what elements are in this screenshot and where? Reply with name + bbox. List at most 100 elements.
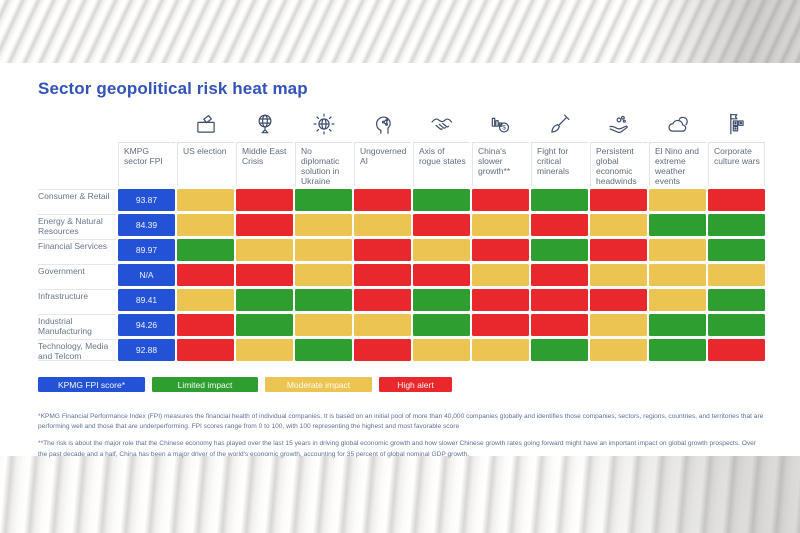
- heatmap-cell: [590, 189, 647, 211]
- heatmap-cell: [354, 239, 411, 261]
- heatmap-cell: [708, 239, 765, 261]
- heatmap-cell: [531, 339, 588, 361]
- row-label: Consumer & Retail: [38, 189, 116, 211]
- column-header: Fight for critical minerals: [531, 142, 588, 186]
- heatmap-cell: [531, 214, 588, 236]
- heatmap-cell: [413, 189, 470, 211]
- footnote: **The risk is about the major role that …: [38, 440, 756, 458]
- risk-heatmap-table: $ KMPG sector FPI US election Middle East C…: [38, 107, 765, 361]
- fpi-score-cell: 89.97: [118, 239, 175, 261]
- content-panel: Sector geopolitical risk heat map $ KMPG …: [0, 63, 800, 458]
- heatmap-cell: [413, 339, 470, 361]
- heatmap-cell: [708, 339, 765, 361]
- column-header: US election: [177, 142, 234, 186]
- heatmap-cell: [354, 214, 411, 236]
- fpi-score-cell: 84.39: [118, 214, 175, 236]
- heatmap-cell: [649, 239, 706, 261]
- heatmap-cell: [413, 214, 470, 236]
- heatmap-cell: [472, 339, 529, 361]
- ballot-box-icon: [177, 107, 234, 139]
- flag-blocks-icon: [708, 107, 765, 139]
- header-spacer: [118, 107, 175, 139]
- heatmap-cell: [236, 239, 293, 261]
- heatmap-cell: [708, 314, 765, 336]
- background-photo-bottom: [0, 456, 800, 533]
- heatmap-cell: [177, 289, 234, 311]
- heatmap-cell: [649, 264, 706, 286]
- legend-item-moderate: Moderate impact: [265, 377, 372, 392]
- heatmap-cell: [236, 214, 293, 236]
- fpi-score-cell: N/A: [118, 264, 175, 286]
- heatmap-cell: [531, 314, 588, 336]
- heatmap-cell: [590, 239, 647, 261]
- ai-head-icon: [354, 107, 411, 139]
- column-header: No diplomatic solution in Ukraine: [295, 142, 352, 186]
- fpi-column-header: KMPG sector FPI: [118, 142, 175, 186]
- heatmap-cell: [354, 264, 411, 286]
- legend-item-fpi: KPMG FPI score*: [38, 377, 145, 392]
- background-photo-top: [0, 0, 800, 63]
- footnotes: *KPMG Financial Performance Index (FPI) …: [38, 412, 765, 460]
- row-label: Infrastructure: [38, 289, 116, 311]
- heatmap-cell: [177, 264, 234, 286]
- heatmap-cell: [590, 264, 647, 286]
- column-header: Middle East Crisis: [236, 142, 293, 186]
- heatmap-cell: [413, 314, 470, 336]
- heatmap-cell: [236, 289, 293, 311]
- column-header: Persistent global economic headwinds: [590, 142, 647, 186]
- heatmap-cell: [295, 214, 352, 236]
- fpi-score-cell: 93.87: [118, 189, 175, 211]
- heatmap-cell: [354, 339, 411, 361]
- legend-item-limited: Limited impact: [152, 377, 258, 392]
- column-header: El Nino and extreme weather events: [649, 142, 706, 186]
- heatmap-cell: [295, 339, 352, 361]
- row-label: Energy & Natural Resources: [38, 214, 116, 236]
- hand-coins-icon: [590, 107, 647, 139]
- column-header: Corporate culture wars: [708, 142, 765, 186]
- heatmap-cell: [295, 264, 352, 286]
- heatmap-cell: [708, 264, 765, 286]
- page-title: Sector geopolitical risk heat map: [38, 79, 308, 98]
- heatmap-cell: [295, 239, 352, 261]
- heatmap-cell: [177, 314, 234, 336]
- heatmap-cell: [649, 214, 706, 236]
- heatmap-cell: [177, 189, 234, 211]
- heatmap-cell: [531, 239, 588, 261]
- heatmap-cell: [413, 239, 470, 261]
- heatmap-cell: [590, 289, 647, 311]
- legend-item-high: High alert: [379, 377, 452, 392]
- heatmap-cell: [472, 314, 529, 336]
- heatmap-cell: [590, 214, 647, 236]
- fpi-score-cell: 92.88: [118, 339, 175, 361]
- heatmap-cell: [354, 289, 411, 311]
- header-spacer: [38, 107, 116, 139]
- heatmap-cell: [649, 289, 706, 311]
- heatmap-cell: [177, 214, 234, 236]
- heatmap-cell: [295, 289, 352, 311]
- row-label: Technology, Media and Telcom: [38, 339, 116, 361]
- heatmap-cell: [236, 264, 293, 286]
- column-header: China's slower growth**: [472, 142, 529, 186]
- heatmap-cell: [472, 239, 529, 261]
- fpi-score-cell: 94.26: [118, 314, 175, 336]
- column-header: Axis of rogue states: [413, 142, 470, 186]
- column-header: Ungoverned AI: [354, 142, 411, 186]
- heatmap-cell: [472, 214, 529, 236]
- globe-burst-icon: [295, 107, 352, 139]
- heatmap-cell: [531, 189, 588, 211]
- row-label: Government: [38, 264, 116, 286]
- heatmap-cell: [472, 289, 529, 311]
- header-spacer: [38, 142, 116, 186]
- row-label: Financial Services: [38, 239, 116, 261]
- legend: KPMG FPI score* Limited impact Moderate im…: [38, 377, 765, 392]
- heatmap-cell: [236, 189, 293, 211]
- handshake-icon: [413, 107, 470, 139]
- heatmap-cell: [354, 314, 411, 336]
- shovel-icon: [531, 107, 588, 139]
- heatmap-cell: [472, 189, 529, 211]
- heatmap-cell: [354, 189, 411, 211]
- cloud-icon: [649, 107, 706, 139]
- heatmap-cell: [295, 189, 352, 211]
- heatmap-cell: [708, 189, 765, 211]
